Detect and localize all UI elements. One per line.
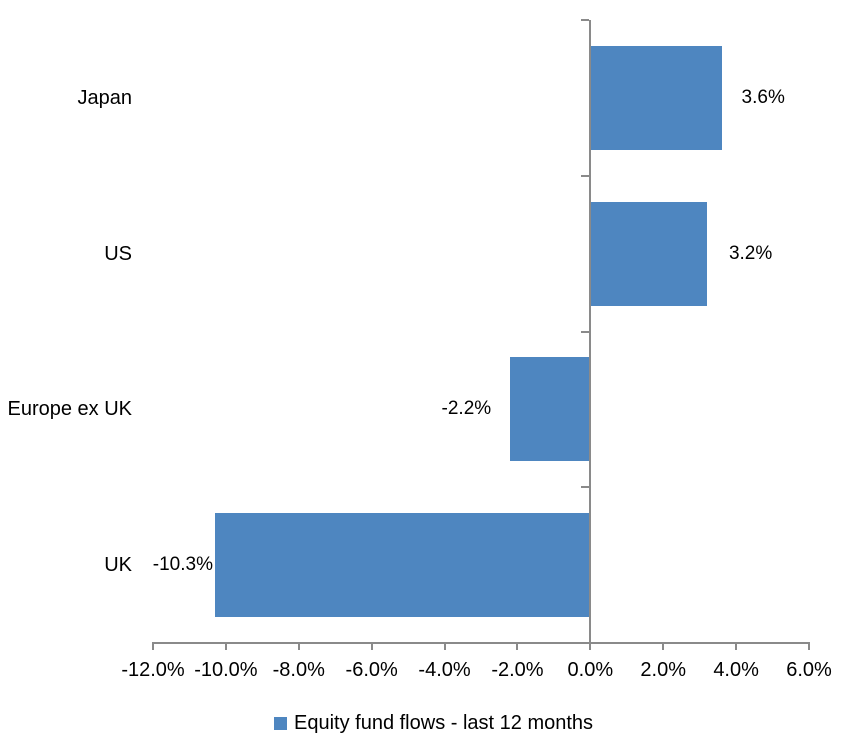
x-axis-tick-label: -2.0% [491,659,544,681]
x-axis-tick [224,643,227,650]
x-axis-line [152,642,810,644]
x-axis-tick-label: -4.0% [418,659,471,681]
x-axis-tick-label: -8.0% [272,659,325,681]
legend-label: Equity fund flows - last 12 months [294,712,594,734]
x-axis-tick [662,643,665,650]
bar-us [590,201,707,306]
x-axis-tick-label: 4.0% [713,659,759,681]
x-axis-tick-label: 2.0% [640,659,687,681]
x-axis-tick [152,643,154,650]
x-axis-tick-label: -6.0% [345,659,398,681]
value-label-uk: -10.3% [152,554,213,576]
x-axis-tick [735,643,738,650]
value-label-us: 3.2% [728,242,773,264]
y-axis-tick [581,486,590,489]
legend: Equity fund flows - last 12 months [274,712,594,734]
x-axis-tick [808,643,810,650]
x-axis-tick [297,643,300,650]
y-axis-tick [581,330,590,333]
category-label-japan: Japan [77,86,133,109]
x-axis-tick-label: -12.0% [121,659,185,681]
value-label-japan: 3.6% [741,86,785,108]
x-axis-tick [516,643,519,650]
bar-japan [590,45,722,150]
y-axis-tick [581,19,590,21]
x-axis-tick-label: -10.0% [194,659,258,681]
x-axis-tick [443,643,446,650]
category-label-europe-ex-uk: Europe ex UK [7,398,132,421]
x-axis-tick [370,643,373,650]
legend-marker-icon [274,717,287,730]
bar-uk [214,513,591,618]
y-axis-line [589,20,592,650]
category-label-uk: UK [104,554,132,577]
y-axis-tick [581,174,590,177]
bar-europe-ex-uk [510,357,591,462]
category-label-us: US [104,242,132,265]
x-axis-tick-label: 0.0% [567,659,614,681]
x-axis-tick-label: 6.0% [786,659,832,681]
value-label-europe-ex-uk: -2.2% [441,398,492,420]
x-axis-tick [589,643,592,650]
